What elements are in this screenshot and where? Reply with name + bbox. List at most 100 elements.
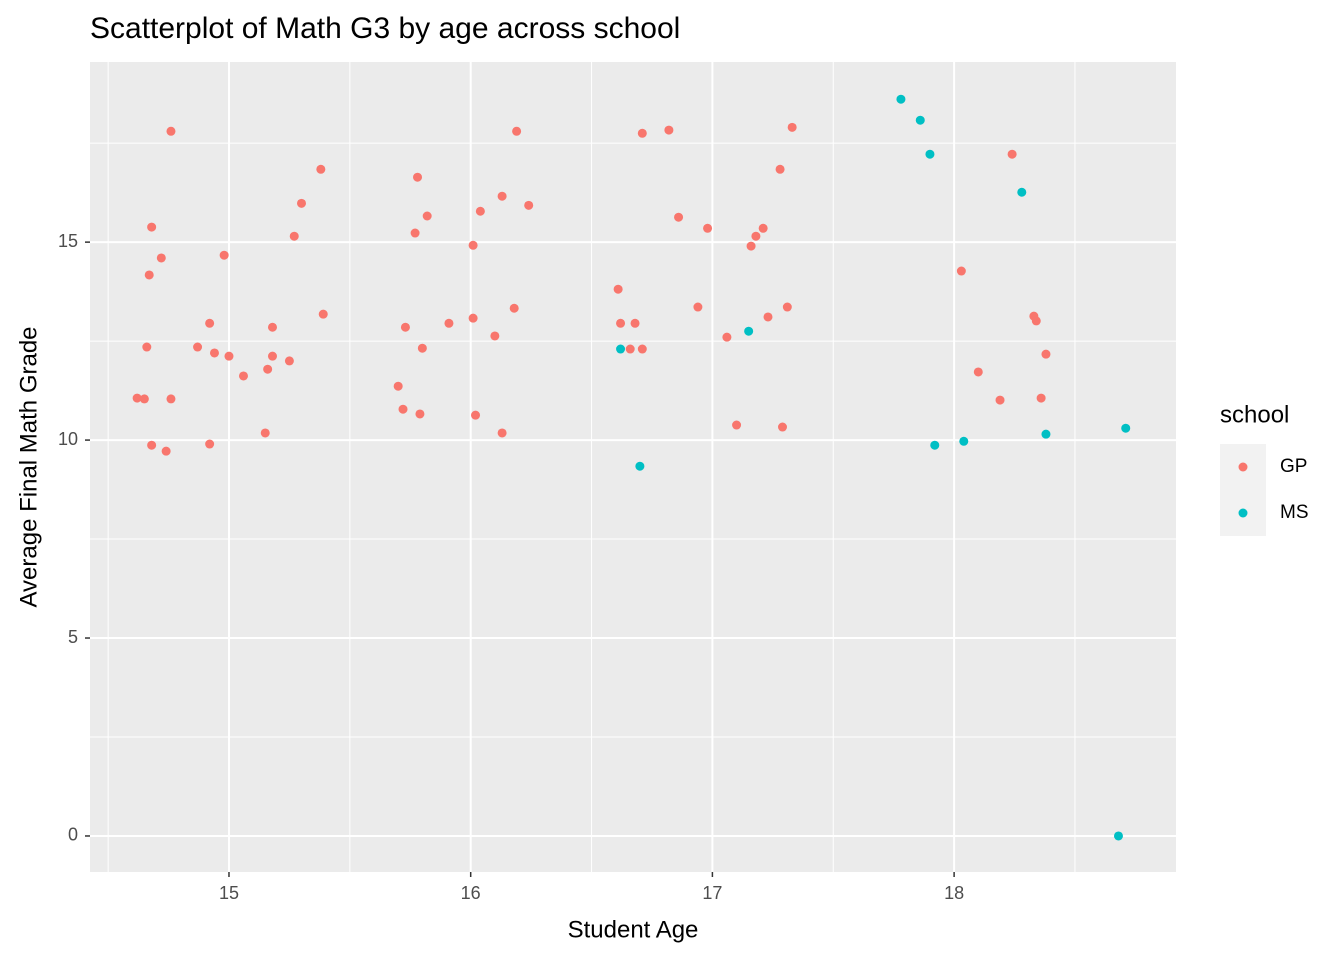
point — [166, 126, 176, 136]
point — [260, 428, 270, 438]
y-tick-label: 5 — [68, 627, 78, 647]
point — [777, 422, 787, 432]
point — [758, 223, 768, 233]
point — [318, 309, 328, 319]
point — [413, 172, 423, 182]
point — [630, 318, 640, 328]
point — [422, 211, 432, 221]
point — [238, 371, 248, 381]
point — [415, 409, 425, 419]
point — [1113, 831, 1123, 841]
point — [209, 348, 219, 358]
point — [468, 240, 478, 250]
point — [444, 318, 454, 328]
point — [1041, 349, 1051, 359]
point — [219, 250, 229, 260]
point — [139, 394, 149, 404]
y-tick-label: 15 — [58, 231, 78, 251]
point — [775, 164, 785, 174]
legend-label: MS — [1280, 502, 1309, 523]
point — [1007, 149, 1017, 159]
point — [193, 342, 203, 352]
point — [497, 191, 507, 201]
point — [703, 223, 713, 233]
x-tick-label: 15 — [219, 883, 239, 903]
point — [1121, 423, 1131, 433]
point — [782, 302, 792, 312]
point — [995, 395, 1005, 405]
point — [132, 393, 142, 403]
point — [263, 364, 273, 374]
point — [166, 394, 176, 404]
point — [417, 343, 427, 353]
point — [147, 222, 157, 232]
point — [205, 318, 215, 328]
point — [1031, 316, 1041, 326]
point — [205, 439, 215, 449]
point — [732, 420, 742, 430]
point — [930, 440, 940, 450]
point — [509, 303, 519, 313]
y-tick-label: 0 — [68, 825, 78, 845]
point — [625, 344, 635, 354]
point — [296, 198, 306, 208]
point — [289, 231, 299, 241]
point — [746, 241, 756, 251]
point — [512, 126, 522, 136]
point — [316, 164, 326, 174]
x-axis-label: Student Age — [568, 916, 699, 943]
point — [475, 206, 485, 216]
point — [1017, 187, 1027, 197]
y-axis-label: Average Final Math Grade — [15, 326, 42, 607]
point — [674, 212, 684, 222]
point — [471, 410, 481, 420]
point — [156, 253, 166, 263]
point — [959, 436, 969, 446]
point — [637, 344, 647, 354]
point — [284, 356, 294, 366]
point — [524, 200, 534, 210]
point — [161, 446, 171, 456]
point — [956, 266, 966, 276]
x-tick-label: 16 — [461, 883, 481, 903]
point — [400, 322, 410, 332]
legend-label: GP — [1280, 456, 1307, 477]
point — [896, 94, 906, 104]
plot-panel — [90, 62, 1176, 872]
point — [497, 428, 507, 438]
point — [398, 404, 408, 414]
point — [722, 332, 732, 342]
point — [973, 367, 983, 377]
point — [1041, 429, 1051, 439]
chart-title: Scatterplot of Math G3 by age across sch… — [90, 12, 680, 45]
point — [142, 342, 152, 352]
point — [147, 440, 157, 450]
point — [616, 344, 626, 354]
point — [616, 318, 626, 328]
legend-marker — [1238, 462, 1248, 472]
point — [613, 284, 623, 294]
legend-marker — [1238, 508, 1248, 518]
point — [925, 149, 935, 159]
point — [693, 302, 703, 312]
point — [635, 461, 645, 471]
point — [1036, 393, 1046, 403]
y-tick-label: 10 — [58, 429, 78, 449]
point — [490, 331, 500, 341]
x-tick-label: 18 — [944, 883, 964, 903]
point — [664, 125, 674, 135]
x-tick-label: 17 — [702, 883, 722, 903]
point — [468, 313, 478, 323]
point — [393, 381, 403, 391]
point — [751, 231, 761, 241]
point — [744, 326, 754, 336]
point — [637, 128, 647, 138]
point — [410, 228, 420, 238]
legend-title: school — [1220, 401, 1289, 428]
point — [763, 312, 773, 322]
point — [144, 270, 154, 280]
point — [267, 322, 277, 332]
point — [267, 351, 277, 361]
point — [915, 115, 925, 125]
